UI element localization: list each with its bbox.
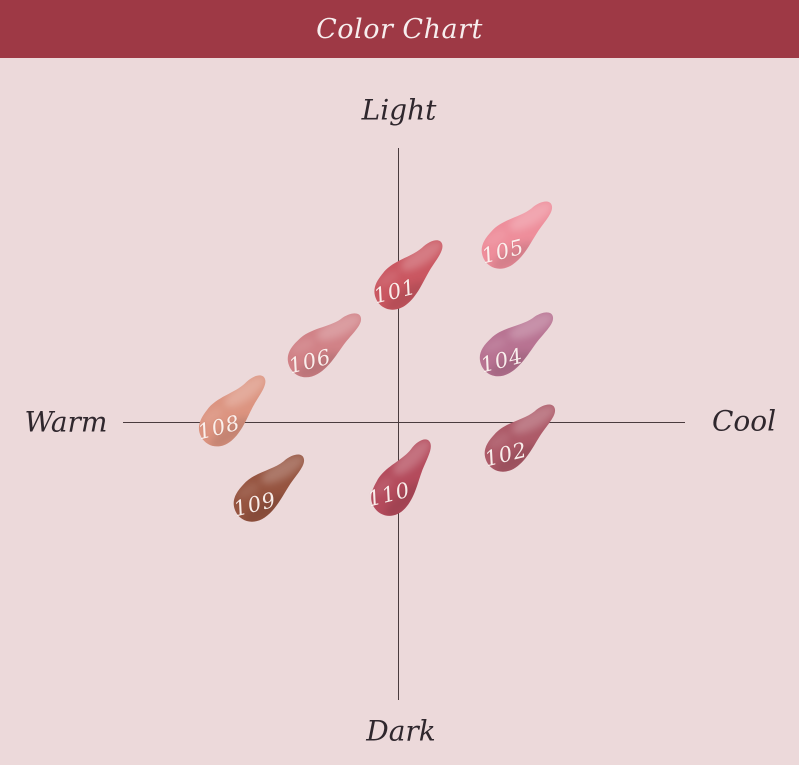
lipstick-smear-icon bbox=[371, 439, 432, 519]
lipstick-smear-icon bbox=[198, 375, 267, 450]
lipstick-smear-icon bbox=[233, 454, 306, 525]
lipstick-smear-icon bbox=[484, 404, 557, 475]
axis-label-dark: Dark bbox=[366, 714, 436, 748]
lipstick-smear-icon bbox=[481, 201, 554, 272]
axis-label-cool: Cool bbox=[711, 404, 777, 438]
horizontal-axis-line bbox=[123, 422, 685, 424]
lipstick-swatch-106: 106 bbox=[281, 313, 373, 380]
lipstick-smear-icon bbox=[479, 312, 555, 379]
page-title: Color Chart bbox=[316, 13, 483, 45]
header-bar: Color Chart bbox=[0, 0, 799, 58]
lipstick-swatch-104: 104 bbox=[473, 312, 565, 379]
axis-label-warm: Warm bbox=[24, 405, 108, 439]
vertical-axis-line bbox=[398, 148, 400, 700]
lipstick-swatch-110: 110 bbox=[360, 439, 452, 519]
lipstick-swatch-102: 102 bbox=[477, 404, 569, 475]
lipstick-smear-icon bbox=[287, 313, 363, 380]
lipstick-smear-icon bbox=[374, 240, 444, 313]
lipstick-swatch-101: 101 bbox=[366, 240, 458, 313]
lipstick-swatch-105: 105 bbox=[474, 201, 566, 272]
lipstick-swatch-109: 109 bbox=[226, 454, 318, 525]
axis-label-light: Light bbox=[361, 93, 437, 127]
lipstick-swatch-108: 108 bbox=[190, 375, 282, 450]
